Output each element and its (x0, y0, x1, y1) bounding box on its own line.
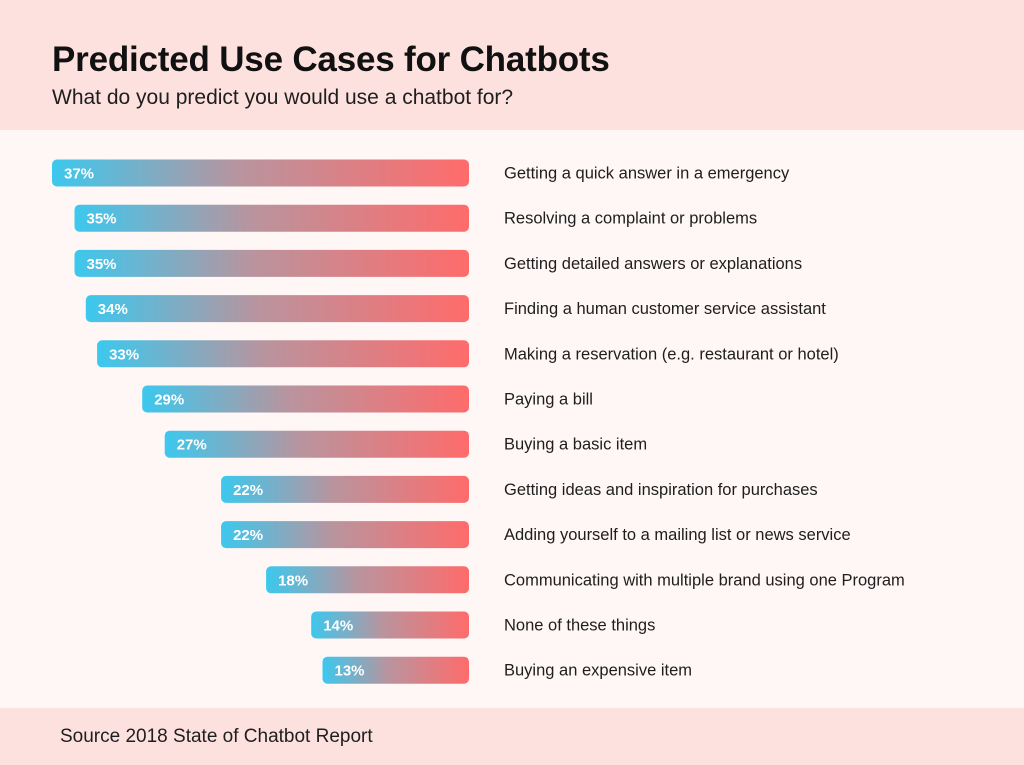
bar-row: 22% Adding yourself to a mailing list or … (221, 521, 851, 549)
bar-row: 27% Buying a basic item (164, 430, 647, 458)
bar (164, 430, 469, 458)
footer: Source 2018 State of Chatbot Report (0, 708, 1024, 765)
category-label: Getting a quick answer in a emergency (504, 165, 790, 183)
value-label: 33% (109, 346, 139, 363)
value-label: 27% (177, 437, 207, 454)
bar (221, 521, 469, 549)
source-note: Source 2018 State of Chatbot Report (60, 726, 373, 747)
bar-row: 29% Paying a bill (142, 385, 593, 413)
category-label: None of these things (504, 617, 655, 635)
bar-row: 37% Getting a quick answer in a emergency (52, 159, 790, 187)
bar (74, 249, 469, 277)
category-label: Buying a basic item (504, 436, 647, 454)
bar-row: 33% Making a reservation (e.g. restaurant… (97, 340, 839, 368)
chart-area: 37% Getting a quick answer in a emergency… (0, 130, 1024, 708)
bar (311, 611, 469, 639)
category-label: Resolving a complaint or problems (504, 210, 757, 228)
bar-row: 14% None of these things (311, 611, 655, 639)
bar-row: 35% Resolving a complaint or problems (74, 204, 757, 232)
value-label: 22% (233, 482, 263, 499)
bar (74, 204, 469, 232)
value-label: 29% (154, 392, 184, 409)
bar (142, 385, 469, 413)
category-label: Making a reservation (e.g. restaurant or… (504, 345, 839, 363)
category-label: Finding a human customer service assista… (504, 300, 826, 318)
value-label: 37% (64, 166, 94, 183)
bar (52, 159, 469, 187)
bar (221, 475, 469, 503)
value-label: 13% (335, 663, 365, 680)
category-label: Adding yourself to a mailing list or new… (504, 526, 851, 544)
bar-row: 34% Finding a human customer service assi… (85, 295, 826, 323)
category-label: Getting detailed answers or explanations (504, 255, 802, 273)
bar-row: 18% Communicating with multiple brand usi… (266, 566, 905, 594)
bar (85, 295, 470, 323)
chart-title: Predicted Use Cases for Chatbots (52, 40, 610, 79)
bar-chart: 37% Getting a quick answer in a emergency… (52, 159, 905, 684)
value-label: 18% (278, 572, 308, 589)
value-label: 14% (323, 618, 353, 635)
header: Predicted Use Cases for Chatbots What do… (0, 0, 1024, 130)
category-label: Buying an expensive item (504, 662, 692, 680)
bars-group: 37% Getting a quick answer in a emergency… (52, 159, 905, 684)
bar-row: 13% Buying an expensive item (322, 656, 692, 684)
value-label: 35% (87, 211, 117, 228)
bar-row: 22% Getting ideas and inspiration for pur… (221, 475, 818, 503)
bar (322, 656, 469, 684)
bar (266, 566, 469, 594)
bar (97, 340, 469, 368)
value-label: 35% (87, 256, 117, 273)
bar-row: 35% Getting detailed answers or explanati… (74, 249, 802, 277)
chart-subtitle: What do you predict you would use a chat… (52, 86, 514, 109)
value-label: 22% (233, 527, 263, 544)
category-label: Getting ideas and inspiration for purcha… (504, 481, 818, 499)
category-label: Communicating with multiple brand using … (504, 571, 905, 589)
category-label: Paying a bill (504, 391, 593, 409)
value-label: 34% (98, 301, 128, 318)
